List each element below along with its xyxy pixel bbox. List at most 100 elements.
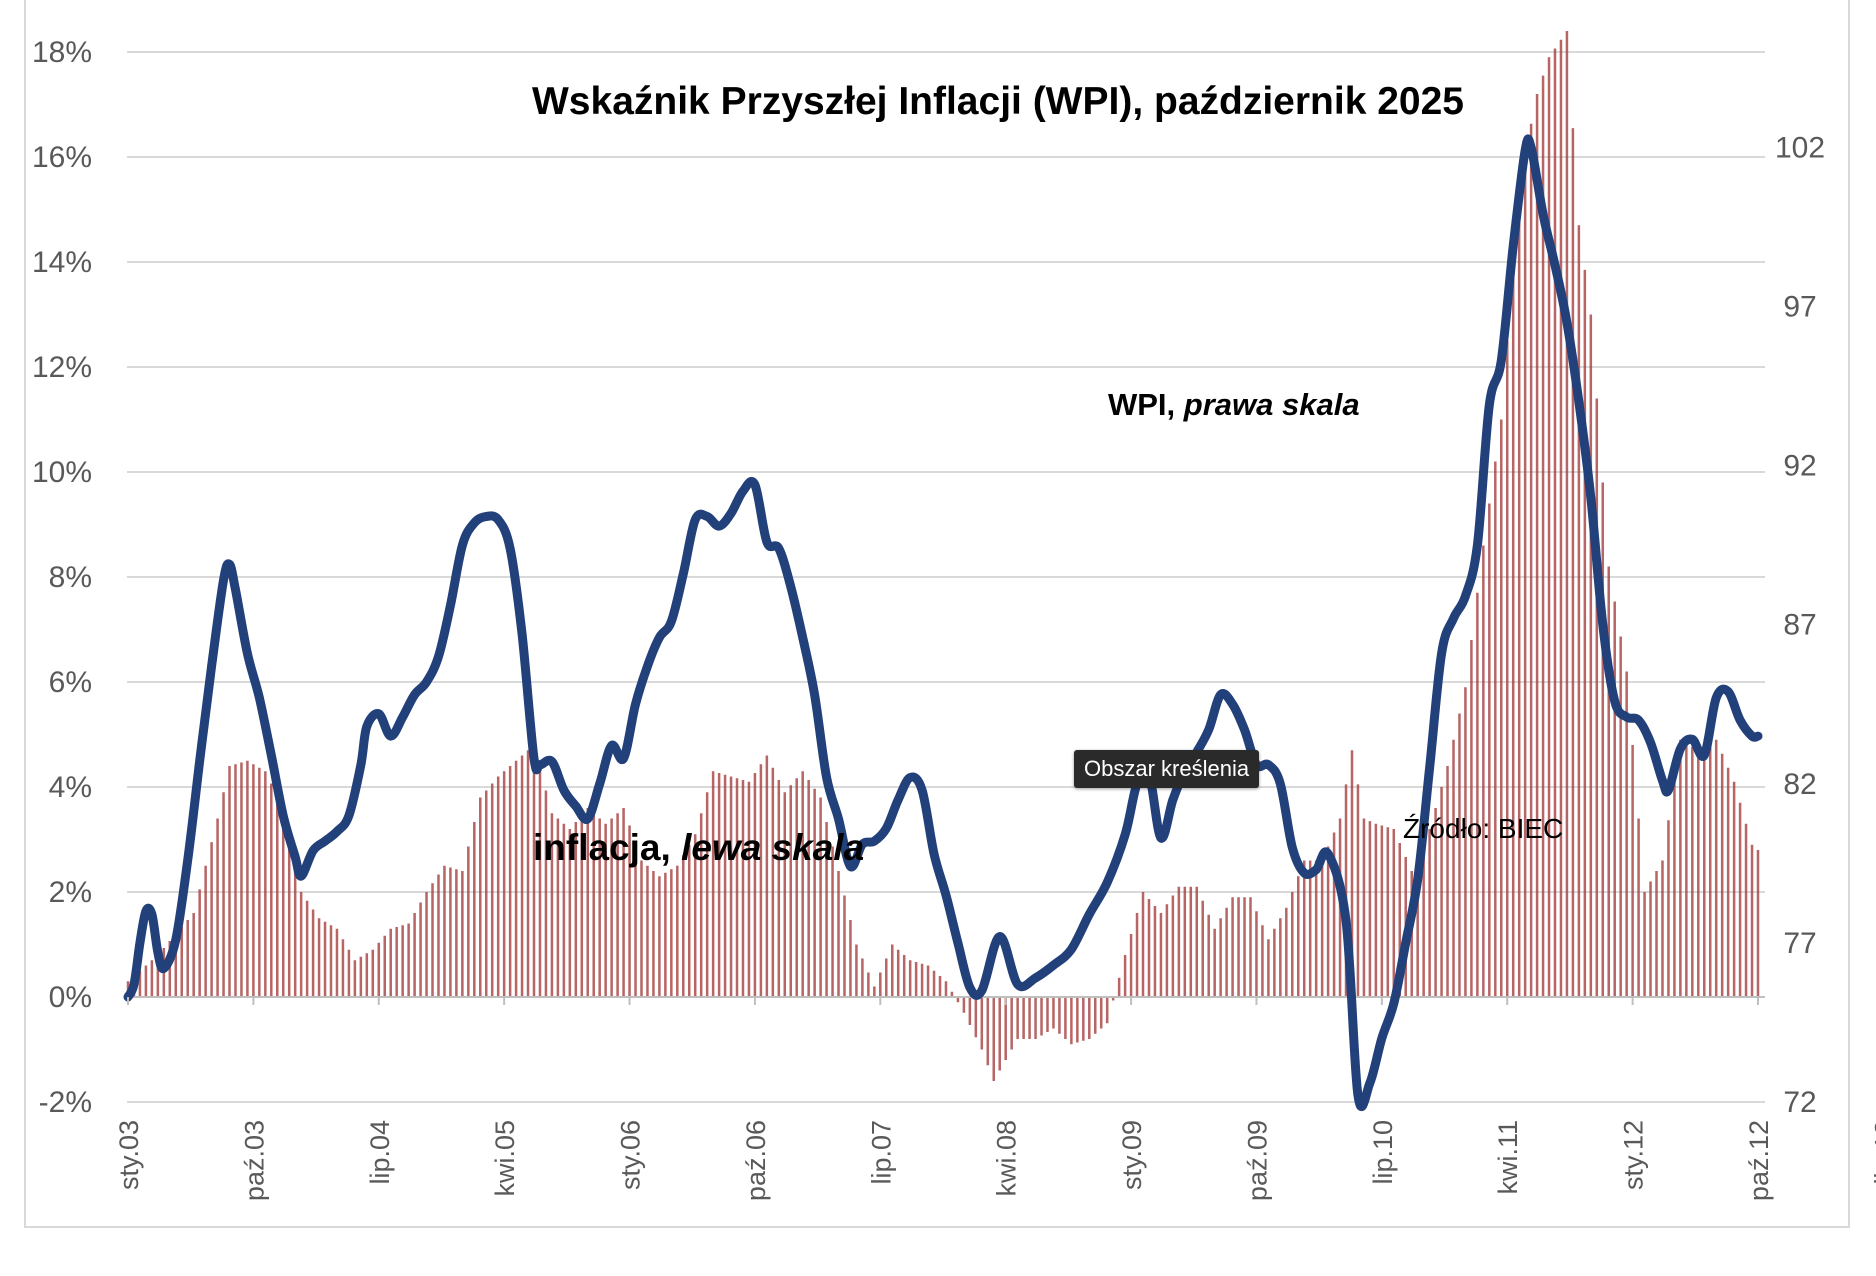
inflation-bar (353, 960, 357, 997)
inflation-bar (1350, 750, 1354, 997)
inflation-bar (1619, 636, 1622, 997)
inflation-bar (1022, 997, 1025, 1039)
wpi-label-italic: prawa skala (1183, 387, 1360, 422)
inflation-bar (1643, 892, 1646, 997)
inflation-bar (473, 822, 476, 997)
wpi-line-group (123, 134, 1763, 1111)
inflation-bar (1165, 904, 1169, 997)
inflation-bar (998, 997, 1001, 1071)
inflation-bar (1171, 895, 1175, 997)
inflation-bar (496, 776, 500, 997)
inflation-bar (1500, 419, 1503, 997)
inflation-bar (968, 997, 972, 1025)
inflation-bar (861, 958, 864, 997)
inflation-bar (1159, 913, 1163, 997)
inflation-bar (1267, 939, 1270, 997)
inflation-bar (1153, 906, 1157, 997)
inflation-bar (914, 962, 918, 997)
inflation-bar (729, 776, 733, 997)
inflation-bar (1458, 713, 1461, 997)
inflation-bar (1362, 818, 1366, 997)
inflation-bar (783, 792, 787, 997)
inflation-bar (246, 760, 249, 997)
inflation-bar (1297, 876, 1300, 997)
inflation-bar (401, 925, 404, 997)
inflation-bar (1326, 846, 1330, 997)
inflation-bar (389, 928, 392, 997)
left-tick-label: 10% (32, 456, 92, 489)
inflation-bar (849, 920, 852, 997)
inflation-bar (891, 944, 894, 997)
right-tick-label: 92 (1783, 450, 1816, 483)
inflation-bar (962, 997, 966, 1013)
inflation-bar (640, 860, 643, 997)
inflation-bar (974, 997, 978, 1038)
inflation-bar (1255, 911, 1258, 997)
inflation-bar (896, 949, 900, 997)
inflation-bar (1452, 739, 1455, 997)
inflation-bar (204, 865, 207, 997)
inflation-bar (210, 842, 213, 998)
inflation-bar (1380, 825, 1384, 997)
inflation-bar (150, 960, 154, 997)
inflation-bar (508, 766, 512, 997)
inflation-bar (944, 981, 948, 997)
inflation-bar (1691, 746, 1694, 997)
inflation-bar (1577, 225, 1581, 997)
left-tick-label: -2% (39, 1086, 92, 1119)
inflation-bar (1034, 997, 1037, 1039)
x-tick-label: paź.06 (741, 1120, 771, 1201)
left-tick-label: 6% (49, 666, 92, 699)
inflation-bar (1320, 860, 1324, 997)
inflation-bar (622, 808, 625, 997)
inflation-bar (759, 764, 763, 997)
inflation-bar (299, 892, 303, 997)
inflation-bar (699, 813, 703, 997)
inflation-bar (1428, 829, 1431, 997)
right-tick-label: 87 (1783, 609, 1816, 642)
inflation-bar (1750, 844, 1754, 997)
inflation-bar (383, 935, 386, 997)
inflation-bar (323, 921, 327, 997)
inflation-bar (723, 774, 727, 997)
inflation-bar (1058, 997, 1061, 1034)
inflation-bar (1052, 997, 1055, 1029)
inflation-bar (938, 976, 942, 997)
inflation-bar (1756, 850, 1760, 997)
x-tick-label: kwi.11 (1493, 1120, 1523, 1195)
inflation-bar (1589, 314, 1593, 997)
inflation-bar (950, 991, 954, 997)
inflation-bar (293, 864, 297, 997)
inflation-bar (138, 970, 142, 997)
x-tick-label: paź.03 (239, 1120, 269, 1201)
inflation-bar (1398, 843, 1402, 997)
x-tick-label: kwi.08 (992, 1120, 1022, 1197)
inflation-bar (1076, 997, 1079, 1043)
inflation-bar (819, 797, 822, 997)
inflation-bar (1637, 818, 1640, 997)
inflation-bar (1553, 48, 1557, 997)
inflation-bar (514, 760, 518, 997)
x-tick-label: sty.03 (114, 1120, 144, 1190)
x-tick-label: lip.07 (866, 1120, 896, 1185)
inflation-bar (484, 790, 488, 997)
inflation-bar (1094, 997, 1097, 1034)
inflation-bar (1225, 907, 1228, 997)
inflation-bar (1237, 897, 1240, 997)
inflation-bar (586, 808, 589, 997)
inflation-bar (837, 871, 840, 997)
inflation-bar (335, 928, 339, 997)
left-tick-label: 8% (49, 561, 92, 594)
inflation-bar (1416, 857, 1419, 997)
left-tick-label: 0% (49, 981, 92, 1014)
inflation-bar (1004, 997, 1007, 1060)
inflation-series-label: inflacja, lewa skala (533, 827, 864, 868)
inflation-bar (658, 876, 661, 997)
inflation-bar (1446, 766, 1449, 997)
inflation-bar (1141, 892, 1145, 997)
inflation-bar (1183, 886, 1187, 997)
inflation-bar (192, 913, 195, 997)
inflation-bar (198, 889, 201, 998)
inflation-bar (676, 865, 679, 997)
